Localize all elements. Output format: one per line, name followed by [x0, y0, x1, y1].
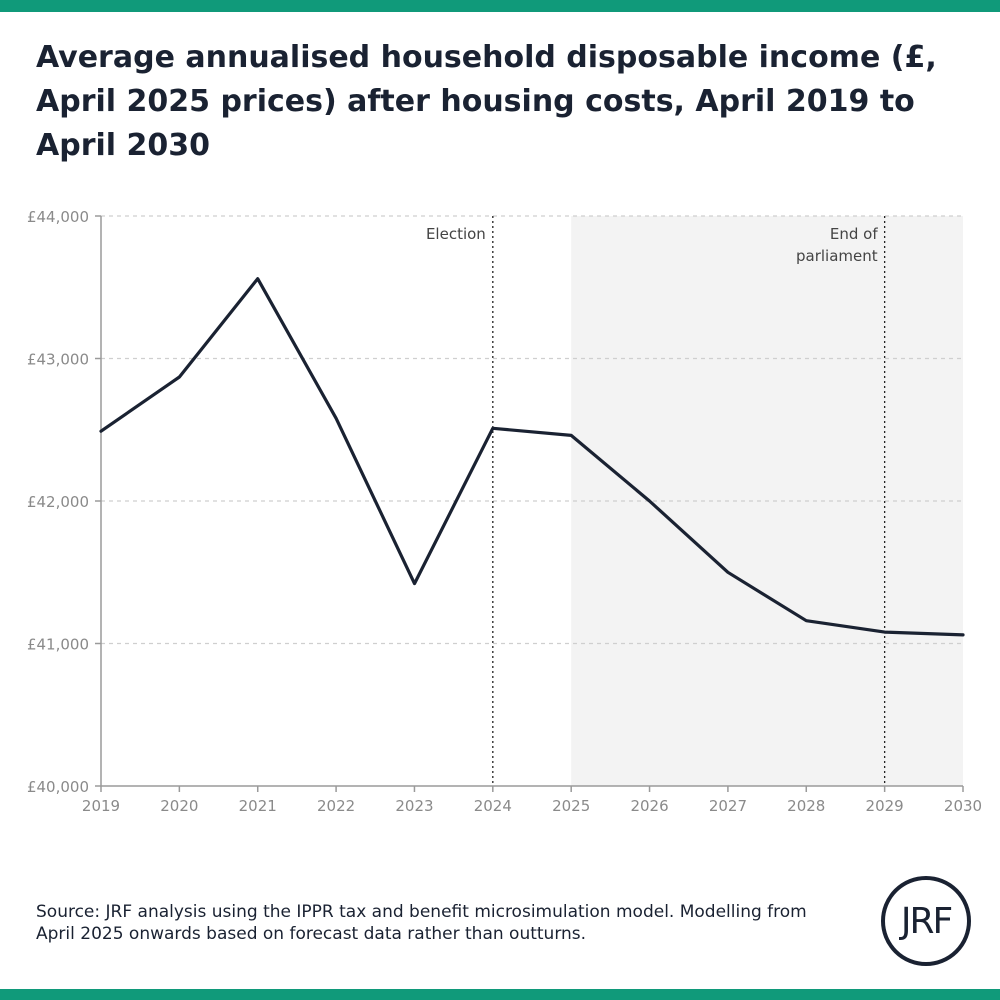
chart-title: Average annualised household disposable … — [36, 40, 937, 163]
x-tick-label: 2020 — [160, 797, 198, 815]
x-tick-label: 2025 — [552, 797, 590, 815]
annotation-label: parliament — [796, 247, 878, 265]
y-tick-label: £42,000 — [27, 493, 89, 511]
x-tick-label: 2028 — [787, 797, 825, 815]
top-brand-bar — [0, 0, 1000, 12]
x-tick-label: 2022 — [317, 797, 355, 815]
x-tick-label: 2021 — [239, 797, 277, 815]
x-tick-label: 2029 — [866, 797, 904, 815]
y-tick-label: £43,000 — [27, 351, 89, 369]
y-tick-label: £44,000 — [27, 208, 89, 226]
x-tick-label: 2019 — [82, 797, 120, 815]
x-tick-label: 2024 — [474, 797, 512, 815]
source-note: Source: JRF analysis using the IPPR tax … — [36, 902, 807, 944]
x-tick-label: 2027 — [709, 797, 747, 815]
x-tick-label: 2026 — [630, 797, 668, 815]
x-tick-label: 2030 — [944, 797, 982, 815]
x-tick-label: 2023 — [395, 797, 433, 815]
jrf-logo: JRF — [881, 876, 971, 966]
y-tick-label: £40,000 — [27, 778, 89, 796]
line-chart: £40,000 £41,000 £42,000 £43,000 £44,000 2019 2… — [27, 208, 982, 815]
annotation-label: End of — [830, 225, 878, 243]
annotation-label: Election — [426, 225, 486, 243]
y-tick-label: £41,000 — [27, 636, 89, 654]
series-line — [99, 277, 965, 637]
bottom-brand-bar — [0, 989, 1000, 1000]
logo-text: JRF — [900, 900, 953, 942]
